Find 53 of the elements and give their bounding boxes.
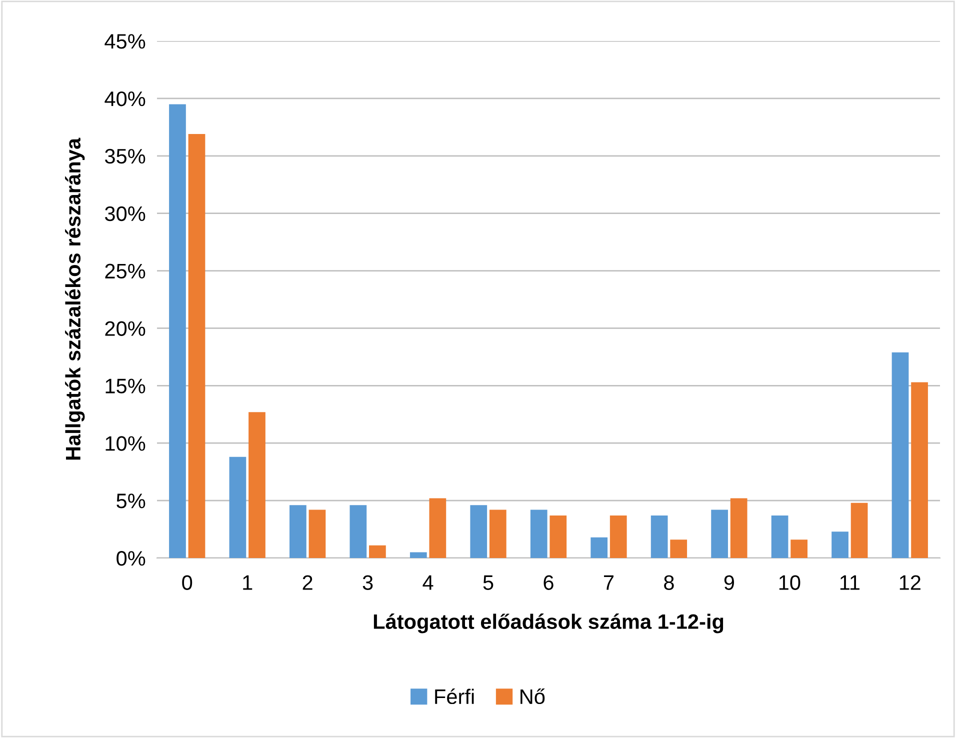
bar xyxy=(169,104,186,558)
x-tick-label: 8 xyxy=(664,575,674,590)
x-tick-label: 5 xyxy=(483,575,494,590)
x-tick-label: 2 xyxy=(302,575,312,590)
y-tick-label: 0% xyxy=(116,551,146,566)
bar xyxy=(911,382,928,558)
bar xyxy=(771,515,788,558)
y-tick-label: 5% xyxy=(116,494,146,508)
bar xyxy=(790,540,808,558)
x-tick-label: 3 xyxy=(362,575,373,590)
legend-label: Nő xyxy=(520,688,545,704)
bar xyxy=(308,510,326,558)
bar xyxy=(832,532,848,558)
y-tick-label: 20% xyxy=(105,321,146,336)
bar xyxy=(369,545,386,558)
y-tick-label: 40% xyxy=(104,91,146,106)
y-tick-label: 10% xyxy=(106,436,146,451)
bar xyxy=(429,498,446,558)
bar xyxy=(530,510,548,558)
y-tick-label: 25% xyxy=(105,264,146,279)
bar xyxy=(711,510,728,558)
bar xyxy=(892,352,909,558)
y-tick-label: 45% xyxy=(104,34,146,49)
bar xyxy=(850,502,868,558)
x-tick-label: 1 xyxy=(243,575,252,590)
x-tick-label: 6 xyxy=(544,575,554,590)
bar xyxy=(610,515,627,558)
bar xyxy=(550,515,567,558)
x-tick-label: 0 xyxy=(182,575,192,590)
x-tick-label: 4 xyxy=(422,575,434,590)
bar xyxy=(470,505,488,558)
bar xyxy=(670,540,688,558)
y-tick-label: 15% xyxy=(106,378,146,394)
bar xyxy=(229,456,246,558)
x-tick-label: 11 xyxy=(840,575,860,590)
bar xyxy=(188,134,206,558)
bar xyxy=(350,505,367,558)
x-tick-label: 10 xyxy=(779,575,800,590)
legend-label: Férfi xyxy=(435,688,474,704)
bar xyxy=(650,515,668,558)
y-tick-label: 35% xyxy=(104,148,146,164)
bar xyxy=(730,498,748,558)
y-tick-label: 30% xyxy=(104,206,146,222)
x-tick-label: 9 xyxy=(724,575,734,590)
bar xyxy=(410,552,427,558)
bar xyxy=(290,505,306,558)
bar xyxy=(590,537,608,558)
x-tick-label: 12 xyxy=(900,575,920,590)
bar xyxy=(248,412,266,558)
x-tick-label: 7 xyxy=(604,575,614,590)
y-axis-title: Hallgatók százalékos részaránya xyxy=(65,138,85,460)
x-axis-title: Látogatott előadások száma 1-12-ig xyxy=(374,614,724,634)
bar xyxy=(489,510,506,558)
